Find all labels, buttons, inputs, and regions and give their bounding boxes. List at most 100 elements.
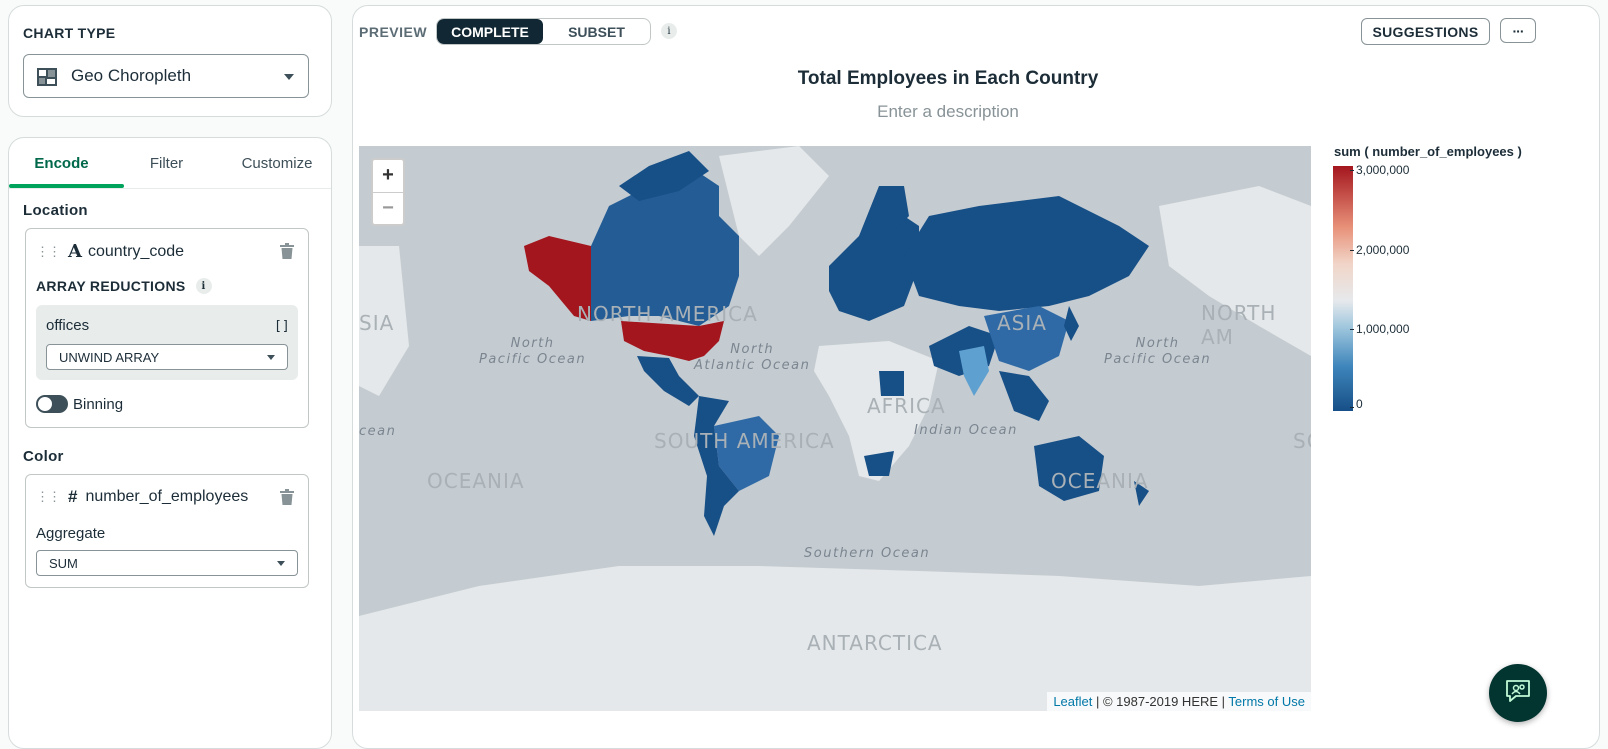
complete-option[interactable]: COMPLETE — [437, 19, 543, 44]
alaska-shape — [524, 236, 591, 321]
continent-label: SIA — [359, 311, 395, 335]
canada-shape — [591, 166, 739, 326]
ocean-label: North Pacific Ocean — [479, 336, 587, 367]
chart-type-heading: CHART TYPE — [23, 25, 116, 41]
africa-shape — [814, 341, 939, 481]
russia-shape — [904, 196, 1149, 311]
chat-assistant-button[interactable] — [1489, 664, 1547, 722]
binning-label: Binning — [73, 395, 124, 413]
zoom-in-button[interactable]: + — [382, 164, 394, 187]
legend-title: sum ( number_of_employees ) — [1334, 144, 1522, 159]
chevron-down-icon — [267, 355, 275, 360]
chart-title[interactable]: Total Employees in Each Country — [797, 68, 1099, 89]
drag-handle-icon[interactable]: ⋮⋮ — [36, 489, 61, 504]
india-shape — [959, 346, 989, 396]
choropleth-map[interactable]: + − North Pacific Ocean North Atlantic Oce… — [359, 146, 1311, 711]
west-africa-shape — [879, 371, 904, 396]
continent-label: ANTARCTICA — [807, 631, 943, 655]
color-heading: Color — [23, 448, 64, 465]
mexico-shape — [637, 356, 699, 406]
aggregate-value: SUM — [49, 555, 78, 571]
reduction-field-name: offices — [46, 317, 90, 334]
legend-tick-label: 2,000,000 — [1356, 243, 1410, 257]
chart-type-value: Geo Choropleth — [71, 66, 192, 85]
string-type-icon: A — [68, 241, 82, 262]
map-attribution: Leaflet | © 1987-2019 HERE | Terms of Us… — [1047, 692, 1311, 711]
tab-customize[interactable]: Customize — [241, 154, 313, 172]
ocean-label: Southern Ocean — [804, 546, 931, 561]
location-field-name: country_code — [87, 242, 185, 260]
chart-type-panel: CHART TYPE Geo Choropleth — [8, 5, 332, 117]
geo-map-icon — [36, 66, 58, 93]
australia-shape — [1034, 436, 1104, 501]
europe-shape — [829, 206, 919, 321]
binning-toggle[interactable] — [36, 395, 68, 413]
copyright-text: | © 1987-2019 HERE | — [1092, 694, 1229, 709]
legend-tick-label: 0 — [1356, 397, 1363, 411]
ocean-label: North Pacific Ocean — [1104, 336, 1212, 367]
zoom-out-button[interactable]: − — [373, 191, 403, 225]
info-icon[interactable]: i — [195, 278, 212, 294]
chevron-down-icon — [284, 74, 294, 80]
more-options-button[interactable]: ··· — [1500, 18, 1536, 43]
reduction-select[interactable]: UNWIND ARRAY — [46, 344, 288, 370]
array-icon: [] — [274, 319, 290, 334]
trash-icon[interactable] — [280, 489, 294, 505]
drag-handle-icon[interactable]: ⋮⋮ — [36, 243, 61, 259]
preview-mode-toggle: COMPLETE SUBSET — [436, 18, 651, 45]
leaflet-link[interactable]: Leaflet — [1053, 694, 1093, 709]
info-icon[interactable]: i — [661, 23, 677, 39]
greenland-shape — [719, 146, 829, 256]
canada-islands-shape — [619, 151, 709, 201]
south-america-shape — [694, 396, 739, 536]
aggregate-select[interactable]: SUM — [36, 550, 298, 576]
new-zealand-shape — [1134, 481, 1149, 506]
japan-shape — [1064, 306, 1079, 341]
location-field-card: ⋮⋮ A country_code ARRAY REDUCTIONS i off… — [25, 228, 309, 428]
preview-label: PREVIEW — [359, 24, 428, 40]
continent-label: NORTH AM — [1201, 301, 1277, 349]
ocean-label: North Atlantic Ocean — [694, 342, 811, 373]
suggestions-button[interactable]: SUGGESTIONS — [1361, 18, 1490, 45]
continent-label: NORTH AMERICA — [577, 302, 758, 326]
china-shape — [984, 306, 1069, 371]
color-field-card: ⋮⋮ # number_of_employees Aggregate SUM — [25, 474, 309, 588]
active-tab-indicator — [9, 184, 124, 188]
aggregate-label: Aggregate — [36, 525, 106, 542]
encode-panel: Encode Filter Customize Location ⋮⋮ A co… — [8, 137, 332, 749]
legend-tick-mark — [1350, 170, 1354, 171]
ocean-label: Indian Ocean — [914, 423, 1018, 438]
zoom-control: + − — [371, 158, 405, 226]
southeast-asia-shape — [999, 371, 1049, 421]
number-type-icon: # — [68, 487, 78, 506]
continent-label: ASIA — [997, 311, 1047, 335]
reduction-value: UNWIND ARRAY — [59, 349, 160, 365]
subset-option[interactable]: SUBSET — [568, 23, 625, 40]
continent-label: SOU — [1293, 429, 1311, 453]
legend-tick-mark — [1350, 250, 1354, 251]
terms-of-use-link[interactable]: Terms of Use — [1228, 694, 1305, 709]
chart-description[interactable]: Enter a description — [877, 102, 1019, 121]
chart-type-select[interactable]: Geo Choropleth — [23, 54, 309, 98]
brazil-shape — [714, 416, 779, 491]
map-shapes — [359, 146, 1311, 711]
usa-shape — [621, 321, 724, 361]
left-landmass-shape — [359, 246, 409, 396]
color-field-name: number_of_employees — [85, 488, 249, 505]
legend-color-scale — [1333, 166, 1353, 411]
array-reduction-box: offices [] UNWIND ARRAY — [36, 305, 298, 380]
south-africa-shape — [864, 451, 894, 476]
location-heading: Location — [23, 202, 88, 219]
continent-label: OCEANIA — [1051, 469, 1149, 493]
tab-encode[interactable]: Encode — [34, 154, 89, 172]
legend-tick-label: 3,000,000 — [1356, 163, 1410, 177]
trash-icon[interactable] — [280, 243, 294, 259]
chat-bubble-icon — [1504, 678, 1532, 709]
right-landmass-shape — [1159, 186, 1311, 356]
legend-tick-label: 1,000,000 — [1356, 322, 1410, 336]
antarctica-shape — [359, 566, 1311, 711]
continent-label: OCEANIA — [427, 469, 525, 493]
scandinavia-shape — [859, 186, 909, 236]
tab-filter[interactable]: Filter — [149, 154, 184, 172]
array-reductions-label: ARRAY REDUCTIONS — [36, 278, 186, 294]
